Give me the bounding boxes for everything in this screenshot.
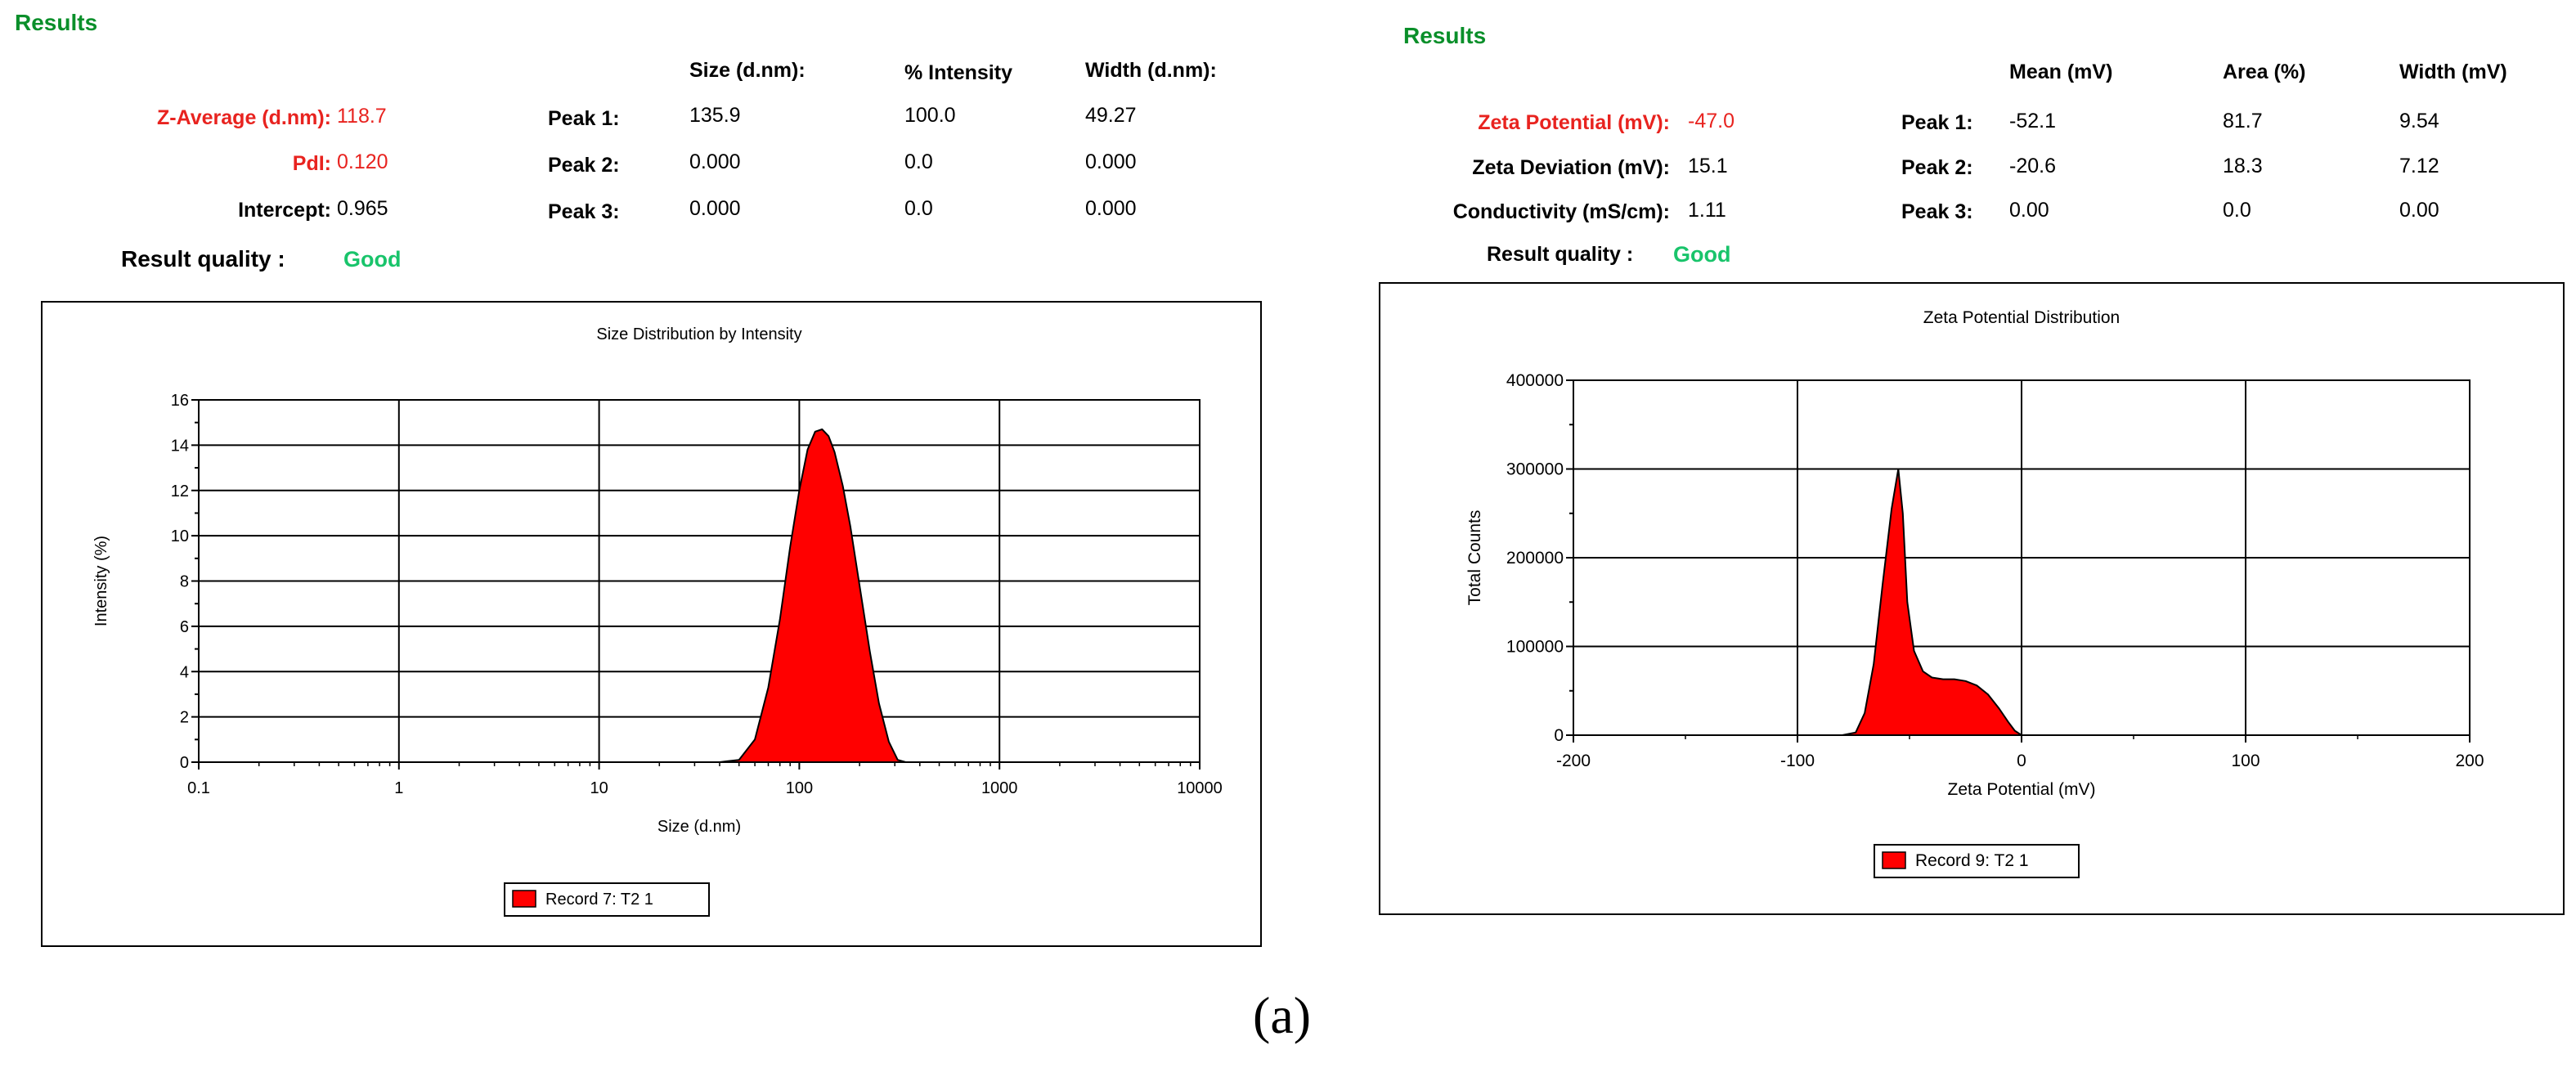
- right-quality-value: Good: [1673, 242, 1731, 267]
- y-tick-label: 300000: [1506, 460, 1564, 479]
- z-average-label: Z-Average (d.nm):: [157, 106, 331, 129]
- conductivity-label: Conductivity (mS/cm):: [1452, 200, 1670, 223]
- z-average-value: 118.7: [337, 105, 387, 128]
- y-tick-label: 0: [180, 754, 189, 772]
- left-peak1-size: 135.9: [689, 104, 741, 127]
- legend-swatch: [1882, 851, 1906, 869]
- x-tick-label: 200: [2455, 752, 2484, 770]
- intercept-label: Intercept:: [238, 199, 331, 222]
- right-peak1-mean: -52.1: [2009, 110, 2056, 132]
- right-header-area: Area (%): [2223, 61, 2306, 83]
- legend-box: [1874, 844, 2080, 878]
- right-peak3-mean: 0.00: [2009, 199, 2049, 222]
- right-peak3-width: 0.00: [2399, 199, 2439, 222]
- left-peak2-size: 0.000: [689, 150, 741, 173]
- y-tick-label: 6: [180, 618, 189, 636]
- right-peak3-label: Peak 3:: [1901, 200, 1973, 223]
- left-header-width: Width (d.nm):: [1085, 59, 1217, 82]
- right-header-mean: Mean (mV): [2009, 61, 2113, 83]
- y-axis-label: Total Counts: [1465, 510, 1484, 606]
- series-area-0: [318, 429, 1121, 763]
- left-peak1-label: Peak 1:: [548, 107, 620, 130]
- plot-frame: [1573, 379, 2471, 736]
- y-axis-label: Intensity (%): [92, 536, 110, 626]
- zeta-distribution-panel: Zeta Potential Distribution 0 100000 200000…: [1379, 282, 2565, 915]
- x-tick-label: 0.1: [187, 779, 210, 797]
- left-peak2-intensity: 0.0: [904, 150, 933, 173]
- right-peak3-area: 0.0: [2223, 199, 2251, 222]
- right-peak2-mean: -20.6: [2009, 155, 2056, 177]
- y-tick-label: 10: [171, 527, 189, 545]
- left-header-intensity: % Intensity: [904, 61, 1012, 84]
- zeta-distribution-chart: Zeta Potential Distribution 0 100000 200000…: [1465, 308, 2484, 878]
- y-tick-label: 200000: [1506, 549, 1564, 568]
- x-axis-label: Zeta Potential (mV): [1948, 780, 2096, 799]
- y-tick-label: 4: [180, 663, 189, 681]
- y-tick-label: 8: [180, 573, 189, 591]
- left-peak1-intensity: 100.0: [904, 104, 956, 127]
- legend-label: Record 7: T2 1: [545, 891, 653, 909]
- right-peak1-area: 81.7: [2223, 110, 2263, 132]
- intercept-value: 0.965: [337, 197, 388, 220]
- right-results-title: Results: [1403, 23, 1487, 48]
- x-tick-label: -200: [1556, 752, 1591, 770]
- pdi-label: PdI:: [292, 152, 331, 175]
- left-header-size: Size (d.nm):: [689, 59, 806, 82]
- pdi-value: 0.120: [337, 150, 388, 173]
- right-quality-label: Result quality :: [1487, 243, 1634, 266]
- chart-title: Size Distribution by Intensity: [596, 325, 801, 343]
- zeta-deviation-value: 15.1: [1688, 155, 1728, 177]
- x-tick-label: 10000: [1177, 779, 1223, 797]
- size-distribution-panel: Size Distribution by Intensity 0 2 4 6 8 10 12 1…: [41, 301, 1262, 947]
- zeta-potential-label: Zeta Potential (mV):: [1478, 111, 1670, 134]
- y-tick-label: 0: [1554, 726, 1564, 745]
- left-peak3-width: 0.000: [1085, 197, 1137, 220]
- right-peak2-width: 7.12: [2399, 155, 2439, 177]
- x-tick-label: 0: [2017, 752, 2026, 770]
- figure-caption: (a): [1253, 986, 1312, 1044]
- series-area-0: [1695, 468, 2348, 736]
- left-results-title: Results: [15, 10, 98, 35]
- right-header-width: Width (mV): [2399, 61, 2507, 83]
- right-peak1-label: Peak 1:: [1901, 111, 1973, 134]
- x-tick-label: 1: [394, 779, 403, 797]
- x-axis-label: Size (d.nm): [657, 818, 741, 836]
- conductivity-value: 1.11: [1688, 199, 1726, 222]
- x-tick-label: 100: [2231, 752, 2260, 770]
- y-tick-label: 14: [171, 437, 189, 455]
- chart-title: Zeta Potential Distribution: [1923, 308, 2120, 327]
- y-tick-label: 2: [180, 709, 189, 727]
- left-quality-value: Good: [343, 247, 402, 271]
- plot-frame: [198, 399, 1200, 763]
- y-tick-label: 12: [171, 482, 189, 500]
- y-tick-label: 16: [171, 392, 189, 410]
- x-tick-label: -100: [1780, 752, 1815, 770]
- legend-label: Record 9: T2 1: [1915, 851, 2029, 870]
- right-peak2-area: 18.3: [2223, 155, 2263, 177]
- zeta-deviation-label: Zeta Deviation (mV):: [1472, 156, 1670, 179]
- size-distribution-chart: Size Distribution by Intensity 0 2 4 6 8 10 12 1…: [92, 325, 1223, 917]
- legend-swatch: [512, 890, 536, 908]
- y-tick-label: 400000: [1506, 371, 1564, 390]
- left-quality-label: Result quality :: [121, 246, 285, 271]
- left-peak3-label: Peak 3:: [548, 200, 620, 223]
- x-tick-label: 1000: [981, 779, 1018, 797]
- y-tick-label: 100000: [1506, 638, 1564, 657]
- legend-box: [504, 882, 710, 917]
- left-peak3-size: 0.000: [689, 197, 741, 220]
- x-tick-label: 10: [590, 779, 608, 797]
- zeta-potential-value: -47.0: [1688, 110, 1735, 132]
- left-peak1-width: 49.27: [1085, 104, 1137, 127]
- left-peak2-label: Peak 2:: [548, 154, 620, 177]
- left-peak2-width: 0.000: [1085, 150, 1137, 173]
- x-tick-label: 100: [786, 779, 813, 797]
- left-peak3-intensity: 0.0: [904, 197, 933, 220]
- right-peak2-label: Peak 2:: [1901, 156, 1973, 179]
- right-peak1-width: 9.54: [2399, 110, 2439, 132]
